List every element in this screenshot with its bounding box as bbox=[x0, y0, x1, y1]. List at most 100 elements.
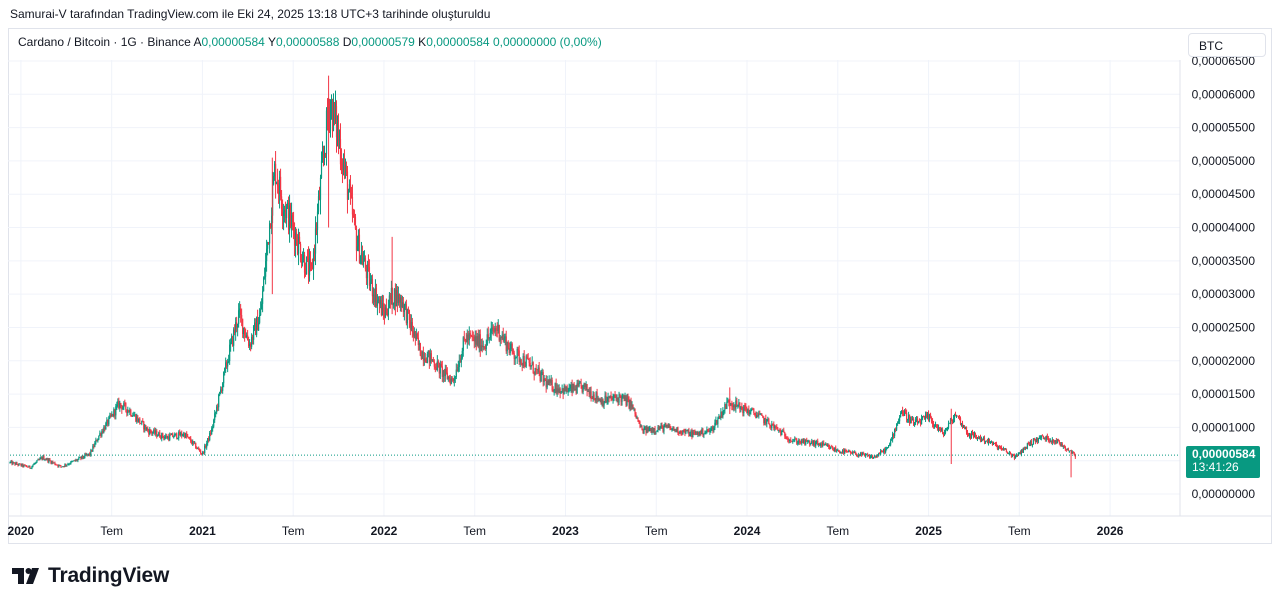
candle-body bbox=[206, 443, 208, 448]
candle-body bbox=[671, 428, 673, 430]
candle-body bbox=[721, 411, 723, 417]
candle-body bbox=[972, 434, 975, 437]
candle-body bbox=[21, 464, 23, 466]
candle-body bbox=[50, 460, 52, 464]
close-value: 0,00000584 bbox=[426, 35, 490, 49]
candle-body bbox=[58, 465, 60, 467]
candle-body bbox=[642, 429, 644, 434]
candle-body bbox=[923, 416, 926, 420]
candle-body bbox=[1057, 439, 1059, 442]
candle-body bbox=[393, 289, 395, 304]
candle-body bbox=[19, 463, 21, 465]
tradingview-logo[interactable]: TradingView bbox=[12, 564, 169, 588]
candle-body bbox=[791, 441, 793, 442]
candle-body bbox=[572, 384, 574, 392]
candle-body bbox=[399, 297, 401, 303]
candle-body bbox=[646, 427, 648, 433]
candle-body bbox=[557, 388, 559, 393]
candle-body bbox=[277, 186, 280, 195]
candle-body bbox=[479, 334, 481, 351]
candle-body bbox=[687, 430, 689, 432]
candle-body bbox=[477, 336, 479, 347]
candle-body bbox=[210, 432, 212, 435]
candle-body bbox=[18, 463, 20, 466]
candle-body bbox=[574, 388, 576, 390]
candle-body bbox=[326, 110, 329, 120]
candle-body bbox=[803, 439, 805, 443]
candle-body bbox=[144, 425, 146, 430]
candle-body bbox=[445, 369, 447, 373]
candle-body bbox=[357, 234, 360, 247]
candle-body bbox=[1018, 452, 1021, 454]
candle-body bbox=[101, 431, 103, 436]
candle-body bbox=[892, 434, 894, 440]
candle-body bbox=[506, 342, 508, 352]
candle-body bbox=[761, 413, 763, 416]
candle-body bbox=[953, 415, 956, 419]
candle-body bbox=[607, 397, 609, 402]
candle-body bbox=[384, 307, 387, 318]
candle-body bbox=[221, 389, 223, 391]
candle-body bbox=[392, 303, 394, 305]
candle-body bbox=[281, 209, 284, 217]
candle-body bbox=[209, 432, 211, 441]
candle-body bbox=[269, 223, 272, 228]
candle-body bbox=[689, 434, 691, 436]
candle-body bbox=[461, 350, 463, 359]
candle-body bbox=[867, 454, 869, 456]
candle-body bbox=[412, 331, 414, 337]
candle-body bbox=[590, 391, 592, 398]
candle-body bbox=[469, 333, 471, 335]
candle-body bbox=[522, 356, 524, 366]
candle-body bbox=[219, 392, 221, 395]
candle-body bbox=[283, 209, 286, 212]
candle-body bbox=[179, 431, 181, 436]
candle-body bbox=[202, 451, 204, 454]
candle-body bbox=[766, 419, 768, 424]
candle-body bbox=[112, 414, 114, 417]
candle-body bbox=[575, 388, 577, 394]
x-tick-label: Tem bbox=[100, 524, 123, 538]
candle-body bbox=[1061, 444, 1063, 447]
candle-body bbox=[143, 421, 145, 430]
candle-body bbox=[454, 376, 456, 379]
candle-body bbox=[448, 376, 450, 379]
candle-body bbox=[692, 432, 694, 438]
candle-body bbox=[538, 367, 540, 373]
currency-button[interactable]: BTC bbox=[1188, 33, 1266, 57]
candle-body bbox=[462, 337, 464, 351]
candle-body bbox=[531, 362, 533, 366]
x-tick-label: Tem bbox=[826, 524, 849, 538]
candle-body bbox=[37, 459, 39, 461]
candle-body bbox=[1020, 450, 1023, 455]
candle-body bbox=[62, 466, 64, 467]
candle-body bbox=[160, 437, 162, 439]
symbol-title[interactable]: Cardano / Bitcoin · 1G · Binance bbox=[18, 35, 191, 49]
candle-body bbox=[88, 453, 90, 455]
candle-body bbox=[844, 450, 846, 454]
candle-body bbox=[1049, 440, 1051, 442]
candle-body bbox=[513, 353, 515, 359]
candle-body bbox=[341, 164, 344, 171]
candle-body bbox=[319, 177, 322, 200]
candle-body bbox=[593, 394, 595, 399]
candle-body bbox=[1004, 449, 1007, 450]
candle-body bbox=[268, 223, 271, 244]
last-price-badge: 0,00000584 13:41:26 bbox=[1186, 446, 1260, 478]
candle-body bbox=[1064, 446, 1066, 450]
candle-body bbox=[751, 408, 753, 410]
candle-body bbox=[354, 217, 357, 229]
candle-body bbox=[964, 426, 967, 428]
candle-body bbox=[472, 336, 474, 338]
candle-body bbox=[611, 398, 613, 400]
candle-body bbox=[809, 440, 811, 445]
open-value: 0,00000584 bbox=[201, 35, 265, 49]
candle-body bbox=[742, 409, 744, 414]
candle-body bbox=[662, 425, 664, 432]
candle-body bbox=[387, 308, 390, 316]
candle-body bbox=[743, 405, 745, 414]
candle-body bbox=[137, 416, 139, 422]
candle-body bbox=[863, 453, 865, 455]
candle-body bbox=[601, 399, 603, 405]
